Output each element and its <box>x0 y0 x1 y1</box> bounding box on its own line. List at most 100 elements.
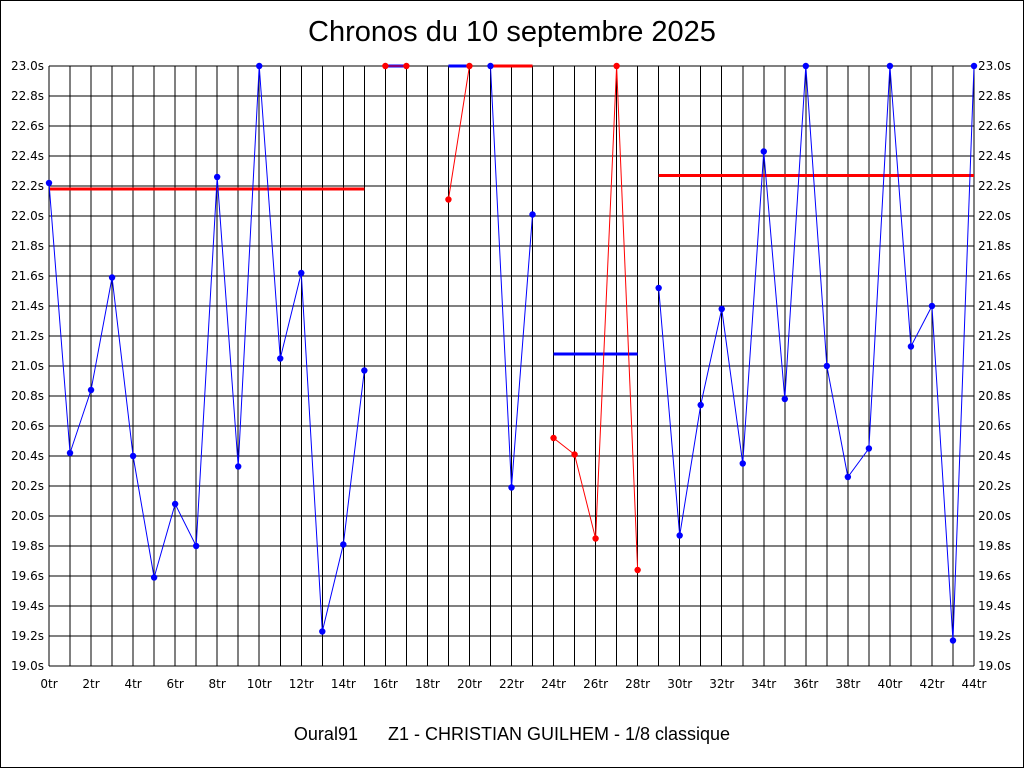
y-tick-label-left: 19.6s <box>11 569 44 583</box>
y-tick-label-left: 22.2s <box>11 179 44 193</box>
average-lines <box>49 64 974 356</box>
y-tick-label-right: 23.0s <box>978 59 1011 73</box>
x-tick-label: 18tr <box>415 677 440 691</box>
track-name: Oural91 <box>293 724 358 744</box>
data-point <box>739 460 746 467</box>
data-point <box>760 148 767 155</box>
chart-title: Chronos du 10 septembre 2025 <box>308 16 716 48</box>
series-points <box>45 62 978 644</box>
y-tick-label-left: 21.0s <box>11 359 44 373</box>
x-tick-label: 14tr <box>331 677 356 691</box>
y-tick-label-left: 20.8s <box>11 389 44 403</box>
data-point <box>487 62 494 70</box>
x-tick-label: 40tr <box>877 677 902 691</box>
x-tick-label: 24tr <box>541 677 566 691</box>
x-tick-label: 22tr <box>499 677 524 691</box>
y-tick-label-right: 19.8s <box>978 539 1011 553</box>
x-tick-label: 30tr <box>667 677 692 691</box>
y-tick-label-right: 21.2s <box>978 329 1011 343</box>
y-tick-label-left: 19.0s <box>11 659 44 673</box>
data-point <box>213 173 221 181</box>
data-point <box>382 62 389 70</box>
data-point <box>192 542 200 550</box>
x-tick-label: 28tr <box>625 677 650 691</box>
series-line <box>48 65 365 632</box>
y-tick-label-left: 19.8s <box>11 539 44 553</box>
x-tick-label: 34tr <box>751 677 776 691</box>
y-tick-label-left: 20.0s <box>11 509 44 523</box>
data-point <box>466 62 473 70</box>
y-tick-label-left: 19.2s <box>11 629 44 643</box>
y-tick-label-right: 22.8s <box>978 89 1011 103</box>
data-point <box>718 305 725 313</box>
y-tick-label-left: 22.8s <box>11 89 44 103</box>
x-tick-label: 4tr <box>124 677 141 691</box>
data-point <box>66 449 74 457</box>
data-point <box>277 355 284 362</box>
y-tick-label-right: 19.0s <box>978 659 1011 673</box>
y-tick-label-left: 21.8s <box>11 239 44 253</box>
data-point <box>445 196 452 203</box>
y-tick-label-right: 21.6s <box>978 269 1011 283</box>
x-tick-label: 20tr <box>457 677 482 691</box>
data-point <box>571 451 578 458</box>
x-tick-label: 36tr <box>793 677 818 691</box>
x-tick-label: 12tr <box>289 677 314 691</box>
data-point <box>361 367 368 374</box>
race-label: Z1 - CHRISTIAN GUILHEM - 1/8 classique <box>387 724 731 744</box>
y-tick-label-right: 22.2s <box>978 179 1011 193</box>
data-point <box>550 434 557 442</box>
x-tick-label: 16tr <box>373 677 398 691</box>
x-tick-label: 32tr <box>709 677 734 691</box>
y-tick-label-right: 22.4s <box>978 149 1011 163</box>
data-point <box>886 62 894 70</box>
y-tick-label-left: 22.4s <box>11 149 44 163</box>
data-point <box>613 62 620 70</box>
data-point <box>508 484 515 491</box>
y-tick-label-right: 19.4s <box>978 599 1011 613</box>
series-line <box>658 65 975 641</box>
x-tick-label: 38tr <box>835 677 860 691</box>
data-point <box>171 500 179 508</box>
x-tick-label: 2tr <box>82 677 99 691</box>
y-tick-label-right: 21.8s <box>978 239 1011 253</box>
data-point <box>108 274 116 281</box>
data-point <box>970 62 978 70</box>
x-tick-label: 10tr <box>247 677 272 691</box>
data-point <box>340 541 347 548</box>
y-tick-label-left: 20.6s <box>11 419 44 433</box>
y-tick-label-right: 19.6s <box>978 569 1011 583</box>
data-point <box>823 362 831 370</box>
y-tick-label-right: 20.0s <box>978 509 1011 523</box>
data-point <box>655 284 662 292</box>
data-point <box>45 179 53 187</box>
y-tick-label-right: 22.6s <box>978 119 1011 133</box>
data-point <box>235 463 242 470</box>
data-point <box>529 211 536 218</box>
x-tick-label: 42tr <box>919 677 944 691</box>
y-tick-label-left: 20.4s <box>11 449 44 463</box>
data-point <box>865 445 873 452</box>
data-point <box>676 532 683 539</box>
y-tick-label-right: 21.0s <box>978 359 1011 373</box>
y-tick-label-left: 21.4s <box>11 299 44 313</box>
data-point <box>907 343 915 350</box>
chart-footer: Oural91 Z1 - CHRISTIAN GUILHEM - 1/8 clas… <box>0 724 1024 745</box>
x-tick-label: 26tr <box>583 677 608 691</box>
y-tick-label-left: 23.0s <box>11 59 44 73</box>
data-point <box>129 452 137 460</box>
series-lines <box>48 65 975 641</box>
y-tick-label-left: 22.6s <box>11 119 44 133</box>
y-tick-label-left: 21.6s <box>11 269 44 283</box>
y-tick-label-left: 21.2s <box>11 329 44 343</box>
series-line <box>447 65 470 200</box>
x-tick-label: 6tr <box>166 677 183 691</box>
data-point <box>298 269 305 277</box>
axes: 19.0s 19.0s 19.2s 19.2s 19.4s 19.4s 19.6s 19.6s… <box>11 59 1011 691</box>
y-tick-label-right: 20.6s <box>978 419 1011 433</box>
data-point <box>256 62 263 70</box>
data-point <box>634 566 641 574</box>
grid <box>48 65 975 667</box>
